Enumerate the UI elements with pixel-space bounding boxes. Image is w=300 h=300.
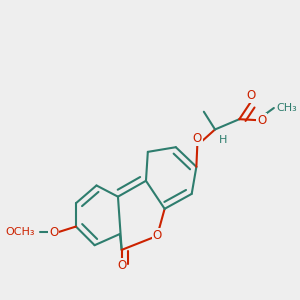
Text: O: O xyxy=(193,132,202,145)
Text: CH₃: CH₃ xyxy=(277,103,297,113)
Text: O: O xyxy=(257,114,266,127)
Text: O: O xyxy=(246,89,255,102)
Text: H: H xyxy=(219,135,228,145)
Text: O: O xyxy=(117,259,126,272)
Text: OCH₃: OCH₃ xyxy=(5,227,35,237)
Text: O: O xyxy=(49,226,58,238)
Text: O: O xyxy=(152,230,162,242)
